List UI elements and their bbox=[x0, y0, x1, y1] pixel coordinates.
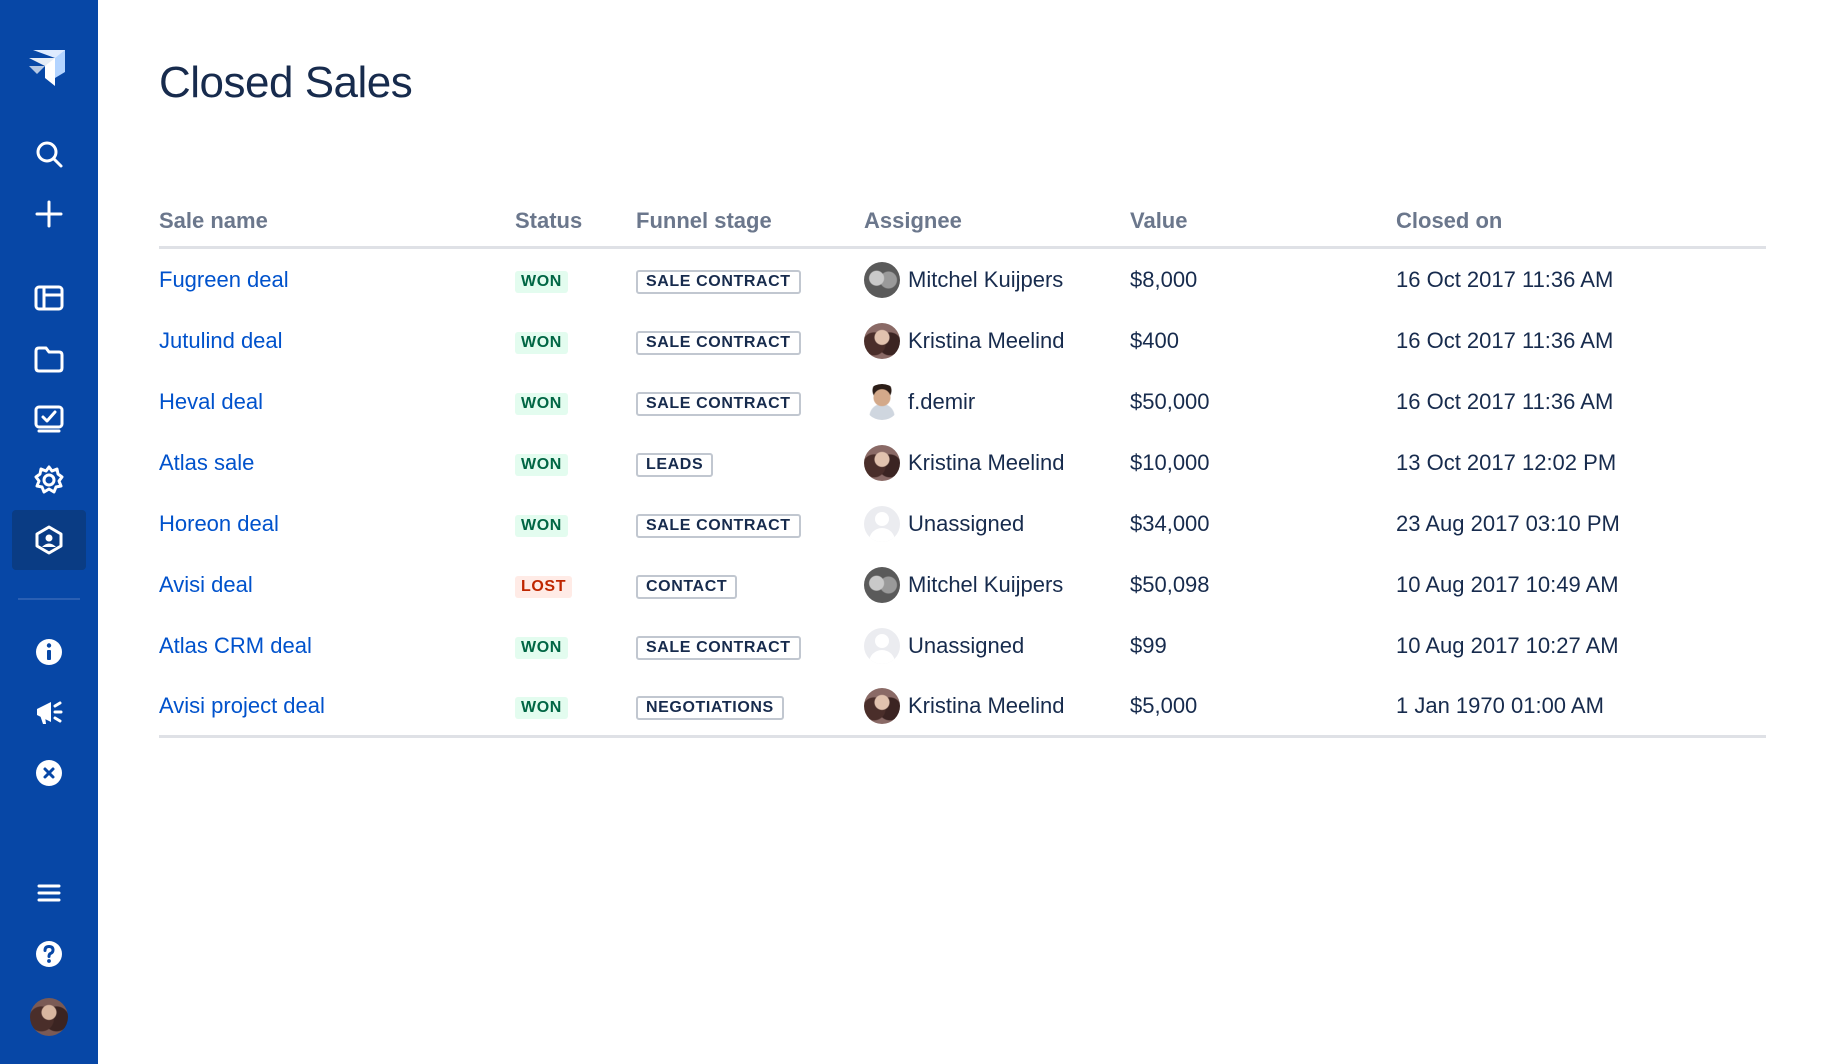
gear-icon[interactable] bbox=[12, 450, 86, 510]
funnel-stage-badge: SALE CONTRACT bbox=[636, 635, 801, 660]
menu-icon[interactable] bbox=[12, 863, 86, 923]
assignee-name: Kristina Meelind bbox=[908, 692, 1065, 718]
assignee[interactable]: f.demir bbox=[864, 383, 1130, 420]
value-cell: $99 bbox=[1130, 632, 1167, 658]
funnel-stage-badge: NEGOTIATIONS bbox=[636, 695, 784, 720]
megaphone-icon[interactable] bbox=[12, 682, 86, 742]
avatar bbox=[864, 322, 900, 359]
dashboard-icon[interactable] bbox=[12, 389, 86, 449]
table-row[interactable]: Atlas sale WON LEADS Kristina Meelind $1… bbox=[159, 432, 1766, 493]
avatar bbox=[864, 505, 900, 542]
assignee-name: Kristina Meelind bbox=[908, 449, 1065, 475]
avatar bbox=[864, 261, 900, 298]
assignee[interactable]: Kristina Meelind bbox=[864, 687, 1130, 724]
table-row[interactable]: Avisi project deal WON NEGOTIATIONS Kris… bbox=[159, 676, 1766, 738]
closed-on-cell: 16 Oct 2017 11:36 AM bbox=[1396, 388, 1614, 414]
funnel-stage-badge: SALE CONTRACT bbox=[636, 330, 801, 355]
sale-name-link[interactable]: Avisi project deal bbox=[159, 692, 325, 718]
closed-on-cell: 16 Oct 2017 11:36 AM bbox=[1396, 327, 1614, 353]
help-icon[interactable] bbox=[12, 924, 86, 984]
value-cell: $400 bbox=[1130, 327, 1179, 353]
closed-on-cell: 10 Aug 2017 10:27 AM bbox=[1396, 632, 1619, 658]
sale-name-link[interactable]: Atlas sale bbox=[159, 449, 255, 475]
assignee[interactable]: Unassigned bbox=[864, 627, 1130, 664]
sale-name-link[interactable]: Fugreen deal bbox=[159, 266, 289, 292]
assignee-name: Mitchel Kuijpers bbox=[908, 266, 1064, 292]
sale-name-link[interactable]: Atlas CRM deal bbox=[159, 632, 312, 658]
funnel-stage-badge: LEADS bbox=[636, 452, 714, 477]
table-row[interactable]: Atlas CRM deal WON SALE CONTRACT Unassig… bbox=[159, 615, 1766, 676]
search-icon[interactable] bbox=[12, 124, 86, 184]
assignee[interactable]: Unassigned bbox=[864, 505, 1130, 542]
value-cell: $8,000 bbox=[1130, 266, 1198, 292]
value-cell: $34,000 bbox=[1130, 510, 1210, 536]
closed-on-cell: 23 Aug 2017 03:10 PM bbox=[1396, 510, 1620, 536]
value-cell: $50,098 bbox=[1130, 571, 1210, 597]
assignee-name: Unassigned bbox=[908, 510, 1025, 536]
folder-icon[interactable] bbox=[12, 329, 86, 389]
board-icon[interactable] bbox=[12, 268, 86, 328]
avatar bbox=[864, 444, 900, 481]
table-header-row: Sale name Status Funnel stage Assignee V… bbox=[159, 206, 1766, 249]
page-title: Closed Sales bbox=[159, 58, 413, 107]
avatar bbox=[864, 687, 900, 724]
funnel-stage-badge: CONTACT bbox=[636, 574, 738, 599]
status-badge: LOST bbox=[515, 576, 573, 598]
sidebar-divider bbox=[18, 598, 80, 600]
closed-on-cell: 1 Jan 1970 01:00 AM bbox=[1396, 676, 1766, 738]
assignee[interactable]: Kristina Meelind bbox=[864, 322, 1130, 359]
table-row[interactable]: Avisi deal LOST CONTACT Mitchel Kuijpers… bbox=[159, 554, 1766, 615]
status-badge: WON bbox=[515, 271, 568, 293]
column-header-sale-name[interactable]: Sale name bbox=[159, 206, 515, 249]
app-icon[interactable] bbox=[12, 510, 86, 570]
assignee[interactable]: Mitchel Kuijpers bbox=[864, 566, 1130, 603]
column-header-status[interactable]: Status bbox=[515, 206, 636, 249]
avatar bbox=[864, 566, 900, 603]
status-badge: WON bbox=[515, 393, 568, 415]
assignee[interactable]: Mitchel Kuijpers bbox=[864, 261, 1130, 298]
jira-logo-icon[interactable] bbox=[25, 44, 73, 92]
status-badge: WON bbox=[515, 515, 568, 537]
avatar bbox=[864, 383, 900, 420]
sale-name-link[interactable]: Avisi deal bbox=[159, 571, 253, 597]
table-row[interactable]: Horeon deal WON SALE CONTRACT Unassigned… bbox=[159, 493, 1766, 554]
closed-on-cell: 16 Oct 2017 11:36 AM bbox=[1396, 266, 1614, 292]
closed-on-cell: 10 Aug 2017 10:49 AM bbox=[1396, 571, 1619, 597]
assignee-name: f.demir bbox=[908, 388, 976, 414]
main-content: Closed Sales Sale name Status Funnel sta… bbox=[159, 0, 1824, 1064]
assignee[interactable]: Kristina Meelind bbox=[864, 444, 1130, 481]
funnel-stage-badge: SALE CONTRACT bbox=[636, 513, 801, 538]
table-row[interactable]: Heval deal WON SALE CONTRACT f.demir $50… bbox=[159, 371, 1766, 432]
funnel-stage-badge: SALE CONTRACT bbox=[636, 269, 801, 294]
assignee-name: Unassigned bbox=[908, 632, 1025, 658]
sale-name-link[interactable]: Horeon deal bbox=[159, 510, 279, 536]
column-header-value[interactable]: Value bbox=[1130, 206, 1396, 249]
column-header-funnel-stage[interactable]: Funnel stage bbox=[636, 206, 864, 249]
status-badge: WON bbox=[515, 454, 568, 476]
close-circle-icon[interactable] bbox=[12, 743, 86, 803]
status-badge: WON bbox=[515, 697, 568, 719]
value-cell: $5,000 bbox=[1130, 676, 1396, 738]
assignee-name: Kristina Meelind bbox=[908, 327, 1065, 353]
global-sidebar bbox=[0, 0, 98, 1064]
value-cell: $10,000 bbox=[1130, 449, 1210, 475]
info-icon[interactable] bbox=[12, 622, 86, 682]
status-badge: WON bbox=[515, 332, 568, 354]
table-row[interactable]: Fugreen deal WON SALE CONTRACT Mitchel K… bbox=[159, 248, 1766, 311]
sale-name-link[interactable]: Jutulind deal bbox=[159, 327, 283, 353]
column-header-assignee[interactable]: Assignee bbox=[864, 206, 1130, 249]
avatar bbox=[864, 627, 900, 664]
avatar[interactable] bbox=[30, 998, 68, 1036]
closed-on-cell: 13 Oct 2017 12:02 PM bbox=[1396, 449, 1617, 475]
table-row[interactable]: Jutulind deal WON SALE CONTRACT Kristina… bbox=[159, 310, 1766, 371]
funnel-stage-badge: SALE CONTRACT bbox=[636, 391, 801, 416]
assignee-name: Mitchel Kuijpers bbox=[908, 571, 1064, 597]
status-badge: WON bbox=[515, 637, 568, 659]
value-cell: $50,000 bbox=[1130, 388, 1210, 414]
sale-name-link[interactable]: Heval deal bbox=[159, 388, 263, 414]
plus-icon[interactable] bbox=[12, 184, 86, 244]
closed-sales-table: Sale name Status Funnel stage Assignee V… bbox=[159, 206, 1766, 738]
column-header-closed-on[interactable]: Closed on bbox=[1396, 206, 1766, 249]
